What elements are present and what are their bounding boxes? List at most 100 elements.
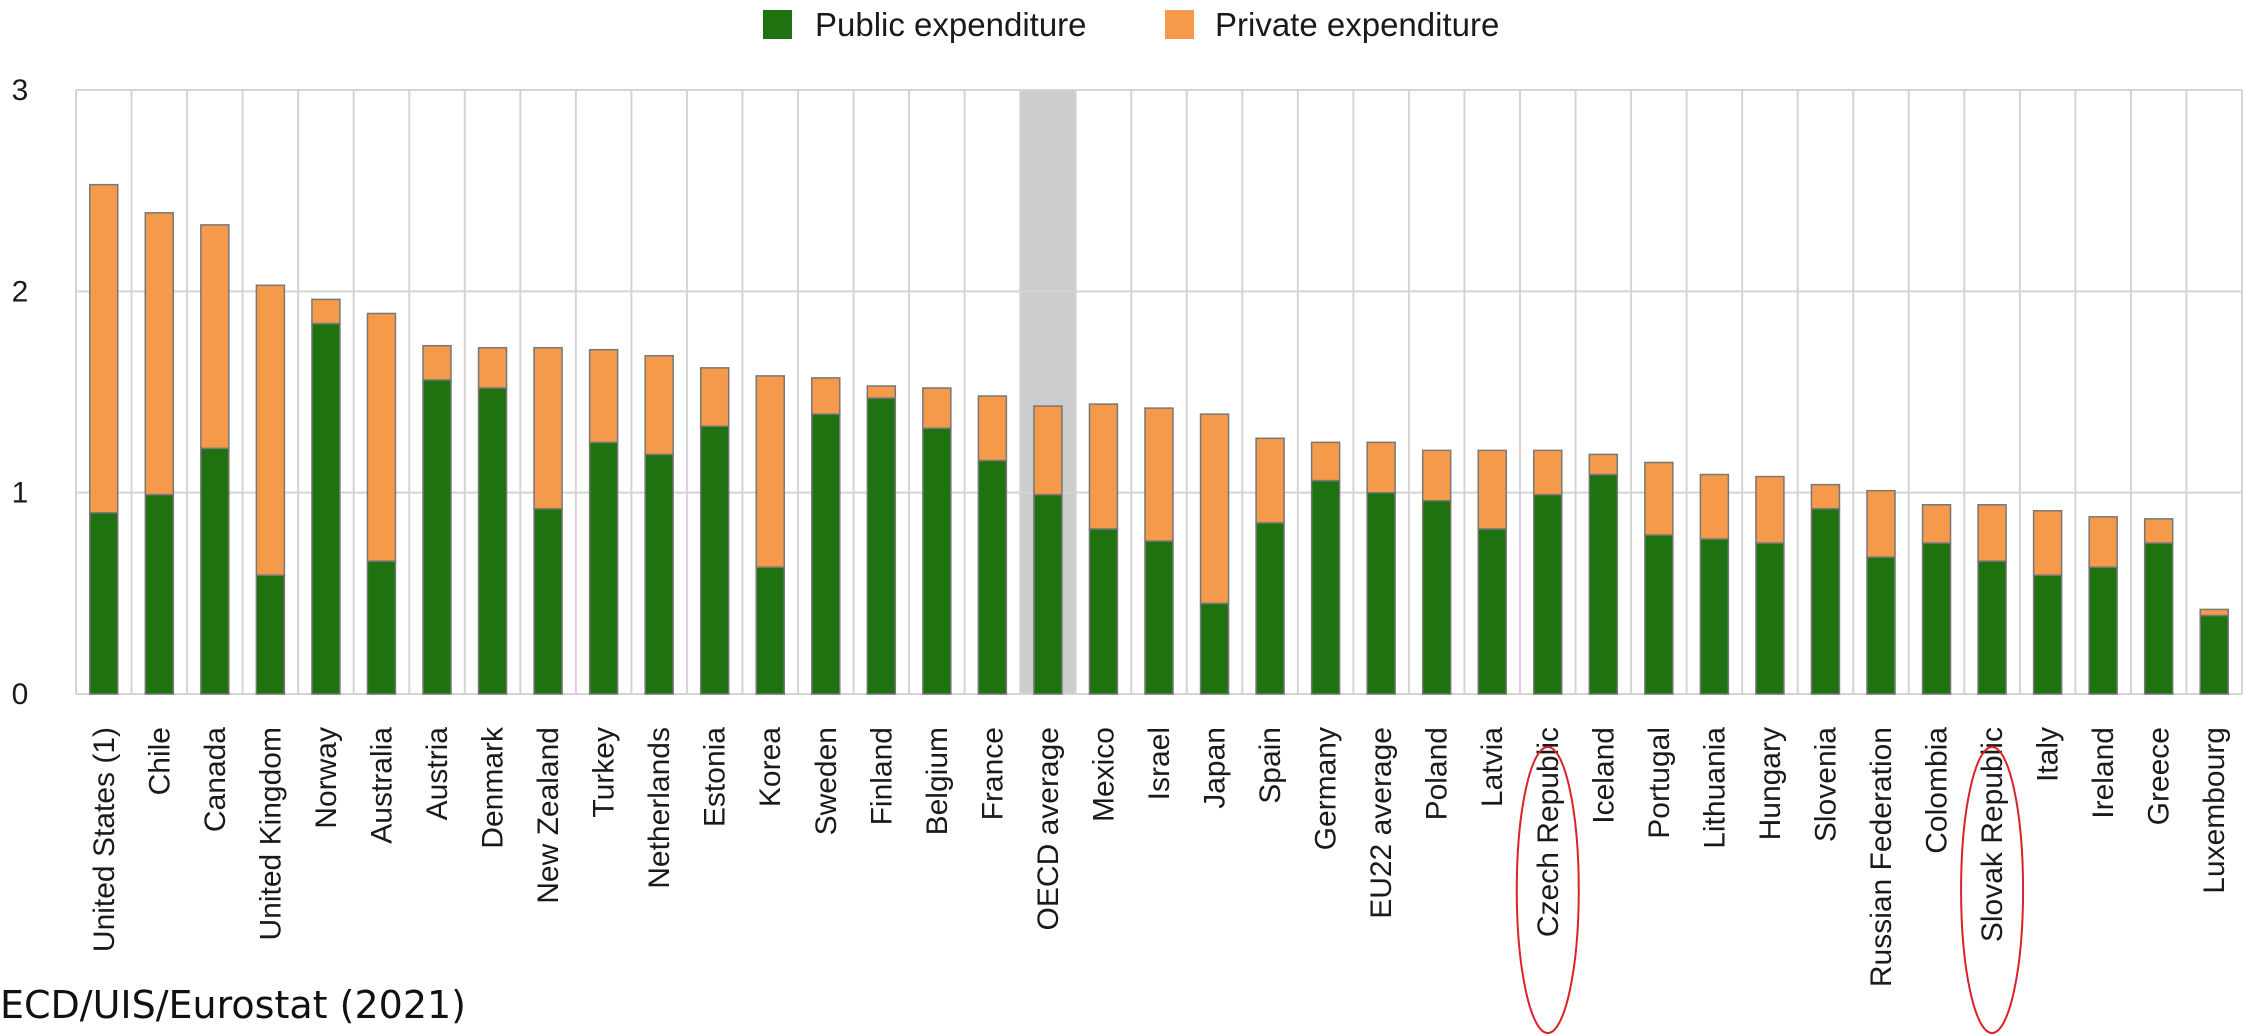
bar-private — [1644, 461, 1674, 536]
bar-private — [477, 346, 508, 389]
x-tick-label: Iceland — [1587, 727, 1620, 824]
bar-public — [977, 459, 1008, 695]
source-note: ECD/UIS/Eurostat (2021) — [0, 983, 467, 1027]
x-axis-ticks: United States (1) Chile Canada United Kingd… — [88, 726, 2231, 987]
x-tick-label: Russian Federation — [1865, 727, 1898, 987]
x-tick-label: Estonia — [699, 727, 732, 827]
bar-private — [2199, 608, 2229, 617]
bar-public — [811, 413, 841, 695]
x-tick-label: Germany — [1310, 727, 1343, 850]
bar-private — [1144, 407, 1174, 542]
bar-public — [644, 453, 674, 695]
bar-public — [1088, 528, 1119, 695]
bar-public — [1477, 528, 1507, 695]
legend-swatch-private — [1165, 10, 1194, 39]
bar-private — [1255, 437, 1285, 524]
bar-private — [1088, 403, 1119, 530]
bar-public — [422, 379, 452, 695]
bar-public — [1255, 522, 1285, 695]
x-tick-label: Czech Republic — [1532, 727, 1565, 937]
highlight-circle — [1515, 746, 1580, 1034]
x-tick-label: Finland — [865, 727, 898, 825]
bar-private — [1866, 489, 1896, 558]
bar-public — [2088, 566, 2118, 695]
bar-private — [1310, 441, 1341, 482]
bar-public — [1588, 473, 1619, 695]
x-tick-label: Netherlands — [643, 727, 676, 889]
bar-public — [1533, 493, 1563, 695]
x-tick-label: Slovak Republic — [1976, 727, 2009, 942]
bar-private — [1033, 405, 1063, 496]
bar-private — [1199, 413, 1230, 605]
bar-public — [255, 574, 286, 695]
bar-public — [1033, 493, 1063, 695]
x-tick-label: Mexico — [1087, 727, 1120, 822]
bar-public — [311, 322, 341, 695]
y-axis-ticks: 0 1 2 3 — [12, 74, 29, 711]
legend-label-private: Private expenditure — [1215, 6, 1499, 43]
bar-private — [1533, 449, 1563, 496]
bar-public — [2032, 574, 2063, 695]
x-tick-label: United States (1) — [88, 727, 121, 952]
x-tick-label: Poland — [1421, 727, 1454, 820]
x-tick-label: Portugal — [1643, 727, 1676, 839]
bar-private — [1810, 483, 1841, 510]
x-tick-label: Australia — [365, 727, 398, 844]
bar-private — [977, 395, 1008, 462]
x-tick-label: Latvia — [1476, 727, 1509, 807]
x-tick-label: Israel — [1143, 727, 1176, 800]
bar-private — [2143, 518, 2174, 544]
x-tick-label: Belgium — [921, 727, 954, 835]
bar-public — [89, 512, 119, 695]
bar-public — [200, 447, 230, 695]
x-tick-label: Colombia — [1921, 727, 1954, 854]
bar-private — [366, 312, 397, 562]
x-tick-label: Italy — [2032, 727, 2065, 782]
bar-public — [2199, 614, 2229, 695]
bar-public — [1644, 534, 1674, 695]
bar-public — [366, 560, 397, 695]
bar-public — [755, 566, 785, 695]
legend-label-public: Public expenditure — [815, 6, 1087, 43]
bar-private — [699, 367, 730, 427]
y-tick-label: 1 — [12, 477, 29, 510]
legend-swatch-public — [763, 10, 792, 39]
bar-private — [1921, 503, 1952, 544]
highlight-circles — [1515, 746, 2025, 1034]
bar-public — [588, 441, 619, 695]
bar-private — [2088, 516, 2118, 568]
y-tick-label: 3 — [12, 74, 29, 107]
bar-private — [200, 224, 230, 450]
bar-public — [2143, 542, 2174, 695]
bar-public — [1810, 508, 1841, 695]
x-tick-label: Austria — [421, 727, 454, 821]
x-tick-label: Spain — [1254, 727, 1287, 804]
bar-public — [1421, 499, 1452, 695]
bar-private — [255, 284, 286, 576]
x-tick-label: Canada — [199, 727, 232, 832]
x-tick-label: France — [976, 727, 1009, 820]
bar-public — [1977, 560, 2007, 695]
bar-private — [644, 355, 674, 456]
bar-private — [1977, 503, 2007, 562]
bar-public — [1199, 602, 1230, 695]
bar-public — [1921, 542, 1952, 695]
x-tick-label: OECD average — [1032, 727, 1065, 930]
bar-private — [311, 298, 341, 325]
x-tick-label: New Zealand — [532, 727, 565, 904]
bar-public — [1699, 538, 1730, 695]
bar-private — [1755, 475, 1785, 544]
x-tick-label: Luxembourg — [2198, 727, 2231, 894]
bar-public — [699, 425, 730, 695]
x-tick-label: Hungary — [1754, 727, 1787, 840]
x-tick-label: Turkey — [588, 727, 621, 818]
bars — [89, 183, 2229, 695]
bar-private — [533, 346, 563, 510]
bar-public — [866, 397, 897, 695]
x-tick-label: Ireland — [2087, 727, 2120, 819]
bar-private — [922, 387, 952, 429]
bar-private — [811, 377, 841, 415]
x-tick-label: Korea — [754, 727, 787, 807]
bar-public — [1755, 542, 1785, 695]
